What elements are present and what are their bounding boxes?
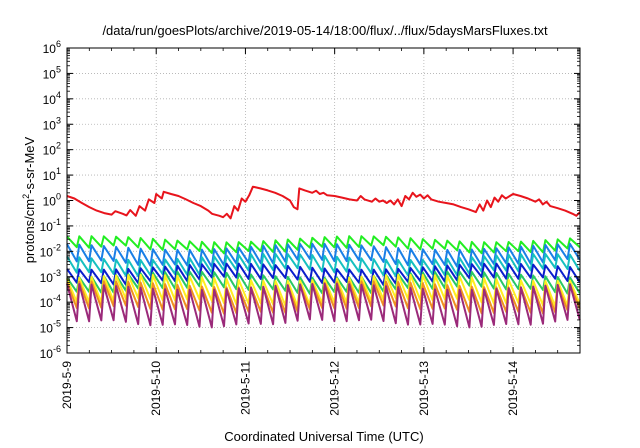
series-line-1 xyxy=(66,185,581,220)
y-tick-base: 10 xyxy=(40,220,54,234)
y-tick-label: 102 xyxy=(43,141,61,158)
y-tick-base: 10 xyxy=(40,322,54,336)
y-tick-base: 10 xyxy=(40,296,54,310)
y-tick-label: 10-4 xyxy=(40,293,61,310)
y-tick-exponent: -4 xyxy=(53,293,61,303)
series-layer xyxy=(66,185,581,329)
y-tick-base: 10 xyxy=(43,42,57,56)
y-axis-ticks: 10-610-510-410-310-210-11001011021031041… xyxy=(40,39,580,361)
y-tick-base: 10 xyxy=(43,169,57,183)
series-line-5 xyxy=(66,262,581,286)
series-line-9 xyxy=(66,282,581,329)
y-tick-exponent: 3 xyxy=(56,115,61,125)
y-tick-label: 103 xyxy=(43,115,61,132)
x-axis-label: Coordinated Universal Time (UTC) xyxy=(224,429,423,444)
y-tick-label: 10-6 xyxy=(40,344,61,361)
y-tick-exponent: 2 xyxy=(56,141,61,151)
y-axis-label: protons/cm2-s-sr-MeV xyxy=(21,136,37,263)
x-tick-label: 2019-5-10 xyxy=(149,361,163,416)
y-tick-base: 10 xyxy=(43,144,57,158)
y-tick-label: 105 xyxy=(43,64,61,81)
y-tick-exponent: 1 xyxy=(56,166,61,176)
chart-title: /data/run/goesPlots/archive/2019-05-14/1… xyxy=(102,23,548,38)
y-tick-label: 10-2 xyxy=(40,242,61,259)
y-tick-exponent: 0 xyxy=(56,192,61,202)
y-tick-exponent: -6 xyxy=(53,344,61,354)
y-tick-base: 10 xyxy=(40,347,54,361)
y-tick-base: 10 xyxy=(40,245,54,259)
y-axis-label-pre: protons/cm xyxy=(22,199,37,263)
x-tick-label: 2019-5-12 xyxy=(328,361,342,416)
x-axis-ticks: 2019-5-9 2019-5-10 2019-5-11 2019-5-12 2019-… xyxy=(60,48,559,416)
y-tick-base: 10 xyxy=(43,93,57,107)
y-tick-exponent: 6 xyxy=(56,39,61,49)
x-tick-label: 2019-5-9 xyxy=(60,361,74,409)
y-tick-label: 101 xyxy=(43,166,61,183)
series-line-3 xyxy=(66,242,581,269)
y-tick-base: 10 xyxy=(43,67,57,81)
y-tick-exponent: 5 xyxy=(56,64,61,74)
y-tick-base: 10 xyxy=(40,271,54,285)
x-tick-label: 2019-5-11 xyxy=(238,361,252,415)
y-tick-label: 100 xyxy=(43,192,61,209)
series-line-4 xyxy=(66,252,581,278)
y-tick-exponent: 4 xyxy=(56,90,61,100)
y-tick-label: 104 xyxy=(43,90,61,107)
y-tick-exponent: -1 xyxy=(53,217,61,227)
y-tick-label: 106 xyxy=(43,39,61,56)
y-tick-base: 10 xyxy=(43,118,57,132)
y-tick-label: 10-3 xyxy=(40,268,61,285)
series-line-2 xyxy=(66,235,581,255)
y-axis-label-sup: 2 xyxy=(21,194,31,199)
y-tick-base: 10 xyxy=(43,195,57,209)
y-tick-exponent: -3 xyxy=(53,268,61,278)
x-tick-label: 2019-5-13 xyxy=(417,361,431,416)
y-tick-label: 10-5 xyxy=(40,319,61,336)
y-tick-label: 10-1 xyxy=(40,217,61,234)
y-axis-label-post: -s-sr-MeV xyxy=(22,136,37,193)
x-tick-label: 2019-5-14 xyxy=(506,361,520,416)
y-tick-exponent: -5 xyxy=(53,319,61,329)
y-tick-exponent: -2 xyxy=(53,242,61,252)
